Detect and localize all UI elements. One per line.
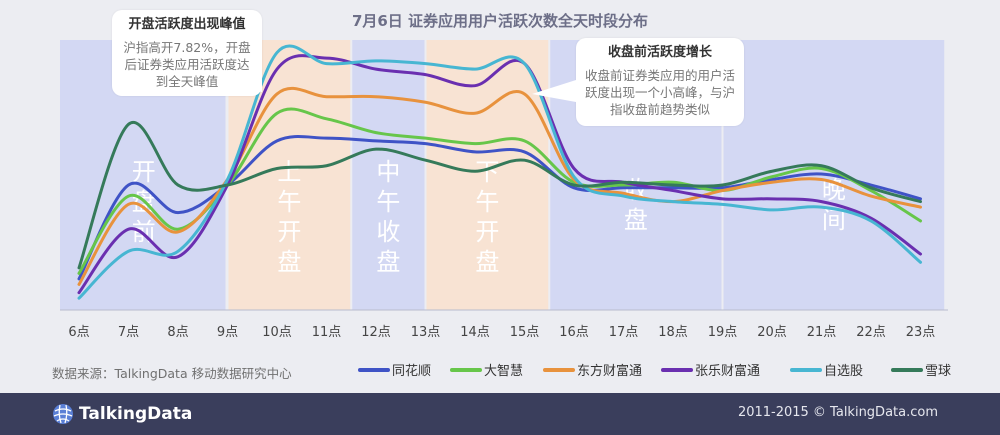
x-tick-label: 19点 [708,325,738,340]
period-label-char: 午 [475,188,499,216]
x-tick-label: 22点 [856,325,886,340]
period-label-char: 午 [376,188,400,216]
x-tick-label: 20点 [757,325,787,340]
period-label-char: 上 [277,158,301,186]
period-band-3 [426,40,549,310]
period-label-char: 盘 [277,248,301,276]
data-source: 数据来源：TalkingData 移动数据研究中心 [52,366,292,381]
series-line-0 [77,135,922,281]
x-tick-label: 9点 [217,325,238,340]
legend-label: 同花顺 [392,363,431,379]
callout-right-title: 收盘前活跃度增长 [607,45,712,60]
x-tick-label: 12点 [361,325,391,340]
x-axis-ticks: 6点 7点 8点 9点 10点 11点 12点 13点 14点 15点 16点 17点 18点 19点 20… [68,325,935,340]
x-tick-label: 8点 [167,325,188,340]
callout-right-body: 收盘前证券类应用的用户活跃度出现一个小高峰，与沪指收盘前趋势类似 [584,68,735,117]
callout-left-body: 沪指高开7.82%，开盘后证券类应用活跃度达到全天峰值 [123,40,251,89]
period-label-char: 开 [132,158,156,186]
logo-ball-icon [53,404,73,424]
callout-left-title: 开盘活跃度出现峰值 [128,17,246,32]
talkingdata-logo: TalkingData [52,401,192,427]
x-tick-label: 21点 [807,325,837,340]
legend-label: 雪球 [925,364,951,379]
legend-label: 张乐财富通 [695,363,760,379]
callout-right-pointer [532,80,576,102]
series-line-3 [77,54,922,295]
period-label-char: 开 [475,218,499,246]
callout-right: 收盘前活跃度增长 收盘前证券类应用的用户活跃度出现一个小高峰，与沪指收盘前趋势类… [576,38,744,126]
x-tick-label: 17点 [609,325,639,340]
period-label-char: 午 [277,188,301,216]
copyright-text: 2011-2015 © TalkingData.com [737,405,938,420]
x-tick-label: 7点 [118,325,139,340]
period-band-2 [352,40,425,310]
x-tick-label: 23点 [906,325,936,340]
period-label-char: 开 [277,218,301,246]
period-label-char: 收 [376,218,400,246]
period-label-char: 盘 [624,206,648,234]
legend-label: 大智慧 [484,363,523,379]
x-tick-label: 10点 [262,325,292,340]
footer-bar: TalkingData 2011-2015 © TalkingData.com [0,393,1000,435]
chart-title: 7月6日 证券应用用户活跃次数全天时段分布 [351,12,649,30]
period-label-char: 中 [376,158,400,186]
logo-text: TalkingData [79,404,193,424]
series-line-5 [77,120,922,270]
legend-label: 自选股 [824,364,863,379]
series-line-4 [77,44,922,300]
x-tick-label: 15点 [510,325,540,340]
callout-left-pointer [250,62,262,92]
x-tick-label: 6点 [68,325,89,340]
x-tick-label: 16点 [559,325,589,340]
series-line-2 [77,87,922,286]
callout-left: 开盘活跃度出现峰值 沪指高开7.82%，开盘后证券类应用活跃度达到全天峰值 [112,10,262,96]
x-tick-label: 11点 [312,325,342,340]
x-tick-label: 13点 [411,325,441,340]
legend-label: 东方财富通 [577,363,642,379]
x-tick-label: 18点 [658,325,688,340]
legend: 同花顺 大智慧 东方财富通 张乐财富通 自选股 雪球 [358,363,951,379]
series-lines [77,44,922,300]
period-label-char: 盘 [376,248,400,276]
period-label-char: 盘 [475,248,499,276]
x-tick-label: 14点 [460,325,490,340]
